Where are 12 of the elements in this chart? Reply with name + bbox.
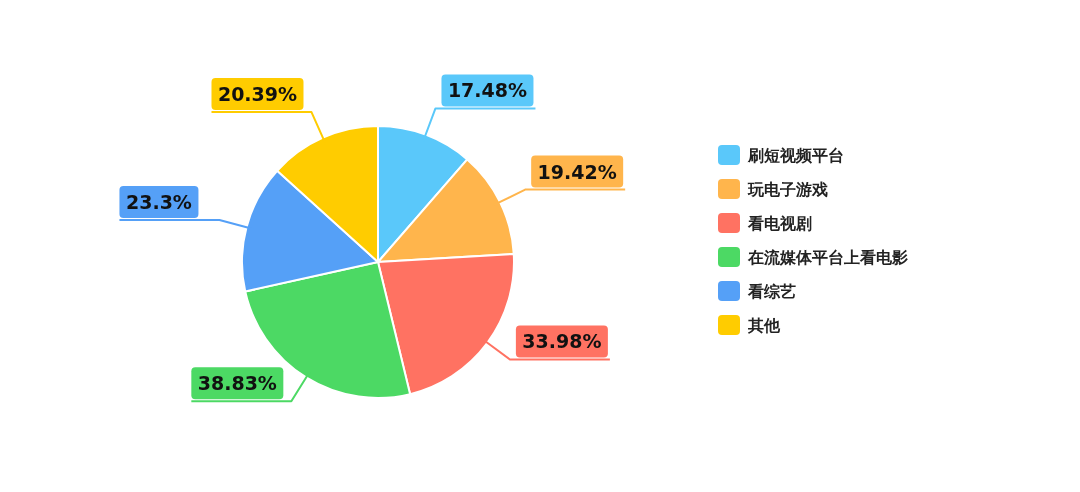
data-label: 33.98% [522,330,602,353]
legend-label: 看电视剧 [747,214,812,233]
data-label: 17.48% [447,79,528,102]
data-label: 20.39% [217,83,298,106]
data-label: 38.83% [197,372,277,395]
legend-label: 在流媒体平台上看电影 [747,248,908,267]
data-label: 19.42% [537,160,617,183]
data-label: 23.3% [125,191,192,214]
legend-label: 其他 [747,316,781,335]
legend-label: 看综艺 [747,282,796,301]
legend-label: 玩电子游戏 [747,180,828,199]
legend-label: 刷短视频平台 [747,146,844,165]
